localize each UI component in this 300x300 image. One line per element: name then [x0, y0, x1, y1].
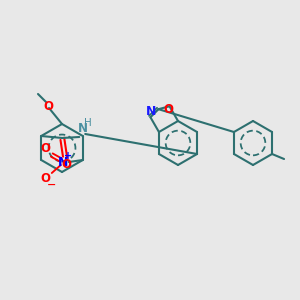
Text: O: O [43, 100, 53, 112]
Text: O: O [61, 158, 71, 170]
Text: N: N [58, 155, 68, 169]
Text: O: O [164, 103, 173, 116]
Text: N: N [78, 122, 88, 136]
Text: −: − [47, 180, 56, 190]
Text: H: H [84, 118, 92, 128]
Text: N: N [146, 105, 157, 118]
Text: +: + [64, 151, 72, 161]
Text: O: O [41, 172, 51, 185]
Text: O: O [41, 142, 51, 155]
